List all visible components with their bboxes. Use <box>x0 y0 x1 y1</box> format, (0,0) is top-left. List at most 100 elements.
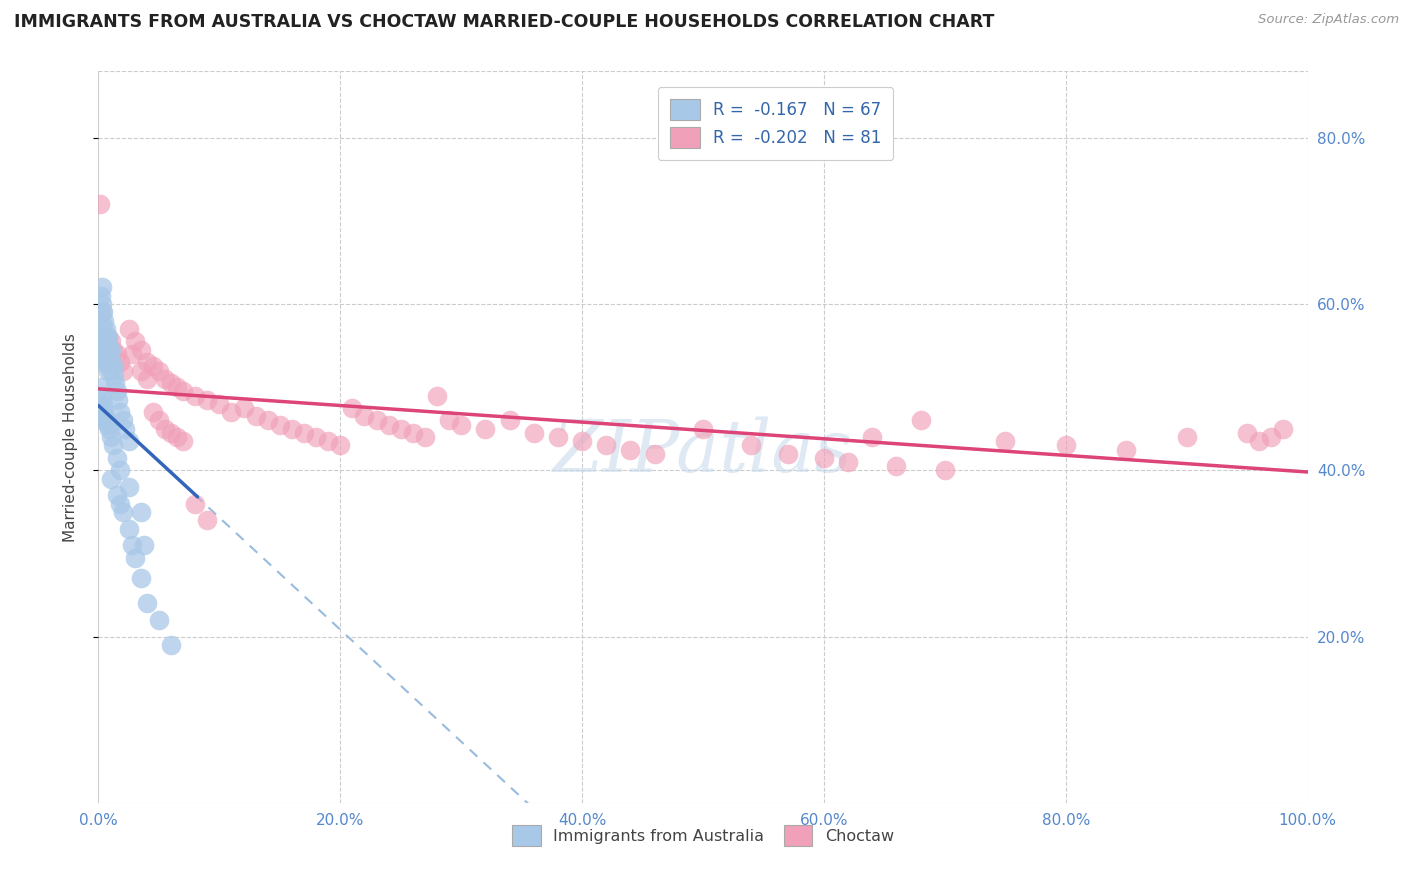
Point <box>148 363 170 377</box>
Point <box>89 322 111 336</box>
Point <box>101 438 124 452</box>
Point <box>208 397 231 411</box>
Point <box>105 488 128 502</box>
Point <box>148 413 170 427</box>
Point <box>184 388 207 402</box>
Point <box>329 438 352 452</box>
Point <box>1115 442 1137 457</box>
Point <box>100 430 122 444</box>
Point <box>96 413 118 427</box>
Point <box>91 355 114 369</box>
Point <box>101 343 124 357</box>
Point <box>91 338 114 352</box>
Point <box>1054 438 1077 452</box>
Point <box>94 355 117 369</box>
Point <box>105 384 128 399</box>
Point <box>135 596 157 610</box>
Point <box>184 497 207 511</box>
Point <box>1249 434 1271 449</box>
Point <box>437 413 460 427</box>
Point <box>90 330 112 344</box>
Point <box>118 521 141 535</box>
Point <box>426 388 449 402</box>
Point <box>571 434 593 449</box>
Point <box>101 359 124 374</box>
Point <box>413 430 436 444</box>
Point <box>160 425 183 440</box>
Point <box>121 538 143 552</box>
Point <box>97 330 120 344</box>
Point <box>100 334 122 349</box>
Text: Source: ZipAtlas.com: Source: ZipAtlas.com <box>1258 13 1399 27</box>
Point <box>740 438 762 452</box>
Point <box>94 338 117 352</box>
Point <box>114 422 136 436</box>
Point <box>98 422 121 436</box>
Point <box>860 430 883 444</box>
Point <box>89 397 111 411</box>
Point <box>195 392 218 407</box>
Point <box>100 343 122 357</box>
Point <box>98 343 121 357</box>
Point <box>934 463 956 477</box>
Point <box>153 422 176 436</box>
Point <box>644 447 666 461</box>
Point <box>91 334 114 349</box>
Point <box>100 472 122 486</box>
Point <box>377 417 399 432</box>
Point <box>195 513 218 527</box>
Point <box>135 372 157 386</box>
Point <box>91 322 114 336</box>
Point <box>160 376 183 390</box>
Point <box>93 330 115 344</box>
Point <box>124 334 146 349</box>
Point <box>172 434 194 449</box>
Point <box>269 417 291 432</box>
Point <box>129 363 152 377</box>
Point <box>142 359 165 374</box>
Point <box>547 430 569 444</box>
Point <box>124 550 146 565</box>
Point <box>111 505 134 519</box>
Point <box>108 355 131 369</box>
Point <box>118 480 141 494</box>
Text: IMMIGRANTS FROM AUSTRALIA VS CHOCTAW MARRIED-COUPLE HOUSEHOLDS CORRELATION CHART: IMMIGRANTS FROM AUSTRALIA VS CHOCTAW MAR… <box>14 13 994 31</box>
Point <box>498 413 520 427</box>
Point <box>97 330 120 344</box>
Point <box>103 368 125 382</box>
Point <box>153 372 176 386</box>
Point <box>994 434 1017 449</box>
Point <box>1260 430 1282 444</box>
Point <box>837 455 859 469</box>
Point <box>1236 425 1258 440</box>
Point <box>91 297 114 311</box>
Point <box>305 430 328 444</box>
Point <box>111 363 134 377</box>
Point <box>221 405 243 419</box>
Point <box>105 347 128 361</box>
Point <box>474 422 496 436</box>
Y-axis label: Married-couple Households: Married-couple Households <box>63 333 77 541</box>
Point <box>94 322 117 336</box>
Point <box>91 280 114 294</box>
Point <box>90 314 112 328</box>
Point <box>91 388 114 402</box>
Point <box>107 392 129 407</box>
Point <box>316 434 339 449</box>
Point <box>105 450 128 465</box>
Point <box>94 413 117 427</box>
Point <box>91 305 114 319</box>
Point <box>1272 422 1295 436</box>
Text: ZIPatlas: ZIPatlas <box>553 417 853 487</box>
Point <box>450 417 472 432</box>
Point <box>91 413 114 427</box>
Point <box>166 380 188 394</box>
Point <box>135 355 157 369</box>
Point <box>94 355 117 369</box>
Legend: Immigrants from Australia, Choctaw: Immigrants from Australia, Choctaw <box>501 814 905 857</box>
Point <box>89 305 111 319</box>
Point <box>118 322 141 336</box>
Point <box>389 422 412 436</box>
Point <box>402 425 425 440</box>
Point <box>342 401 364 415</box>
